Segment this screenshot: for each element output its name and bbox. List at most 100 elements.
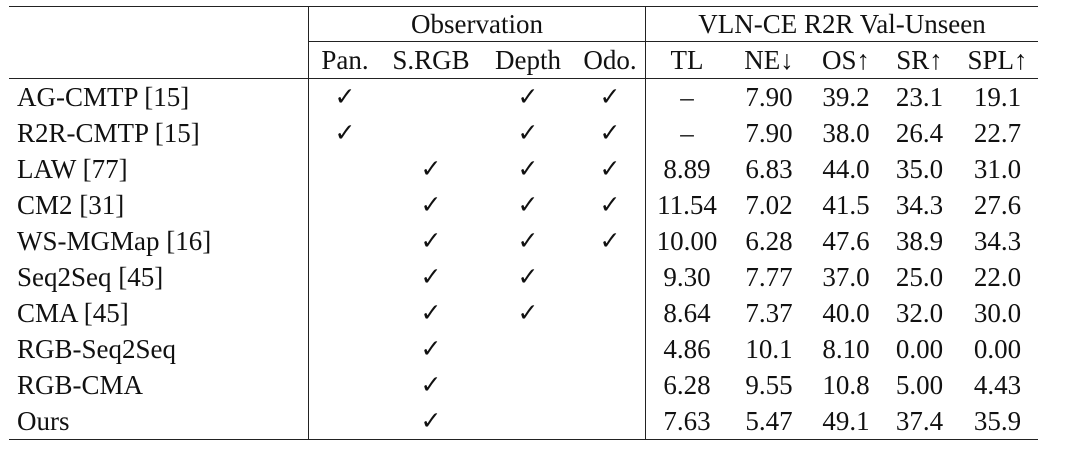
group-header-row: Observation VLN-CE R2R Val-Unseen	[9, 6, 1038, 42]
sr-value: 26.4	[895, 117, 944, 148]
col-header-os: OS↑	[810, 41, 882, 79]
check-mark	[575, 367, 646, 403]
table-row: AG-CMTP [15] ✓ ✓ ✓ – 7.90 39.2 23.1 19.1	[9, 78, 1038, 115]
sr-value: 37.4	[882, 403, 957, 440]
spl-value: 19.1	[957, 78, 1038, 115]
method-name: LAW [77]	[17, 153, 128, 184]
check-mark: ✓	[517, 191, 539, 219]
spl-value: 22.7	[973, 117, 1022, 148]
method-name-ours: Ours	[9, 403, 309, 440]
check-mark	[308, 367, 381, 403]
check-mark: ✓	[517, 263, 539, 291]
results-table: Observation VLN-CE R2R Val-Unseen Pan. S…	[9, 6, 1038, 440]
check-mark	[308, 403, 381, 440]
sr-value: 35.0	[895, 153, 944, 184]
check-mark: ✓	[308, 78, 381, 115]
tl-value: 9.30	[645, 259, 728, 295]
check-mark: ✓	[599, 227, 621, 255]
ne-value: 10.1	[745, 333, 793, 364]
tl-value: 11.54	[645, 187, 728, 223]
table-row: R2R-CMTP [15] ✓ ✓ ✓ – 7.90 38.0 26.4 22.…	[9, 115, 1038, 151]
ne-value: 7.02	[745, 189, 793, 220]
check-mark	[381, 115, 481, 151]
tl-value: –	[645, 115, 728, 151]
check-mark	[575, 259, 646, 295]
ne-value: 6.83	[745, 153, 793, 184]
ne-value-best: 5.47	[728, 403, 810, 440]
observation-group-header: Observation	[308, 6, 646, 42]
check-mark: ✓	[381, 403, 481, 440]
check-mark: ✓	[420, 191, 442, 219]
ne-value: 7.90	[728, 78, 810, 115]
check-mark: ✓	[599, 119, 621, 147]
col-header-pan: Pan.	[308, 41, 381, 79]
col-header-odo: Odo.	[575, 41, 646, 79]
os-value: 37.0	[822, 261, 870, 292]
spl-value: 4.43	[973, 369, 1022, 400]
check-mark: ✓	[308, 115, 381, 151]
method-name: RGB-CMA	[17, 369, 144, 400]
tl-value: 10.00	[645, 223, 728, 259]
ne-value: 7.77	[745, 261, 793, 292]
col-header-depth: Depth	[481, 41, 575, 79]
method-name: CM2 [31]	[17, 189, 125, 220]
check-mark: ✓	[517, 227, 539, 255]
check-mark	[308, 259, 381, 295]
method-name: WS-MGMap [16]	[17, 225, 212, 256]
tl-value: 8.89	[645, 151, 728, 187]
sr-value: 32.0	[895, 297, 944, 328]
method-name: RGB-Seq2Seq	[17, 333, 177, 364]
sr-value-best: 38.9	[895, 225, 944, 256]
os-value-best: 49.1	[810, 403, 882, 440]
table-row: LAW [77] ✓ ✓ ✓ 8.89 6.83 44.0 35.0 31.0	[9, 151, 1038, 187]
check-mark	[308, 187, 381, 223]
check-mark: ✓	[420, 263, 442, 291]
check-mark	[575, 403, 646, 440]
check-mark: ✓	[420, 155, 442, 183]
check-mark: ✓	[420, 335, 442, 363]
check-mark: ✓	[517, 299, 539, 327]
check-mark	[481, 403, 575, 440]
col-header-sr: SR↑	[882, 41, 957, 79]
check-mark	[481, 367, 575, 403]
os-value: 41.5	[822, 189, 870, 220]
method-name: AG-CMTP [15]	[9, 78, 309, 115]
spl-value: 30.0	[973, 297, 1022, 328]
check-mark	[308, 331, 381, 367]
tl-value: 8.64	[645, 295, 728, 331]
spl-value-best: 35.9	[957, 403, 1038, 440]
os-value: 47.6	[822, 225, 870, 256]
ne-value: 7.37	[745, 297, 793, 328]
table-row: WS-MGMap [16] ✓ ✓ ✓ 10.00 6.28 47.6 38.9…	[9, 223, 1038, 259]
spl-value: 34.3	[973, 225, 1022, 256]
check-mark: ✓	[517, 155, 539, 183]
spl-value: 22.0	[973, 261, 1022, 292]
sr-value: 25.0	[895, 261, 944, 292]
check-mark	[308, 295, 381, 331]
os-value: 10.8	[822, 369, 870, 400]
sr-value: 5.00	[895, 369, 944, 400]
os-value: 44.0	[822, 153, 870, 184]
sr-value: 0.00	[895, 333, 944, 364]
table-row-ours: Ours ✓ 7.63 5.47 49.1 37.4 35.9	[9, 403, 1038, 440]
tl-value: –	[645, 78, 728, 115]
check-mark: ✓	[599, 191, 621, 219]
table-row: RGB-CMA ✓ 6.28 9.55 10.8 5.00 4.43	[9, 367, 1038, 403]
empty-corner-cell	[9, 6, 309, 42]
method-name: CMA [45]	[17, 297, 129, 328]
spl-value: 31.0	[973, 153, 1022, 184]
check-mark: ✓	[420, 227, 442, 255]
os-value: 40.0	[822, 297, 870, 328]
col-header-ne: NE↓	[728, 41, 810, 79]
col-header-spl: SPL↑	[957, 41, 1038, 79]
tl-value: 4.86	[645, 331, 728, 367]
method-name: R2R-CMTP [15]	[17, 117, 200, 148]
check-mark	[381, 78, 481, 115]
ne-value: 6.28	[745, 225, 793, 256]
check-mark: ✓	[481, 78, 575, 115]
check-mark: ✓	[575, 78, 646, 115]
os-value: 38.0	[822, 117, 870, 148]
sr-value: 23.1	[882, 78, 957, 115]
check-mark: ✓	[517, 119, 539, 147]
